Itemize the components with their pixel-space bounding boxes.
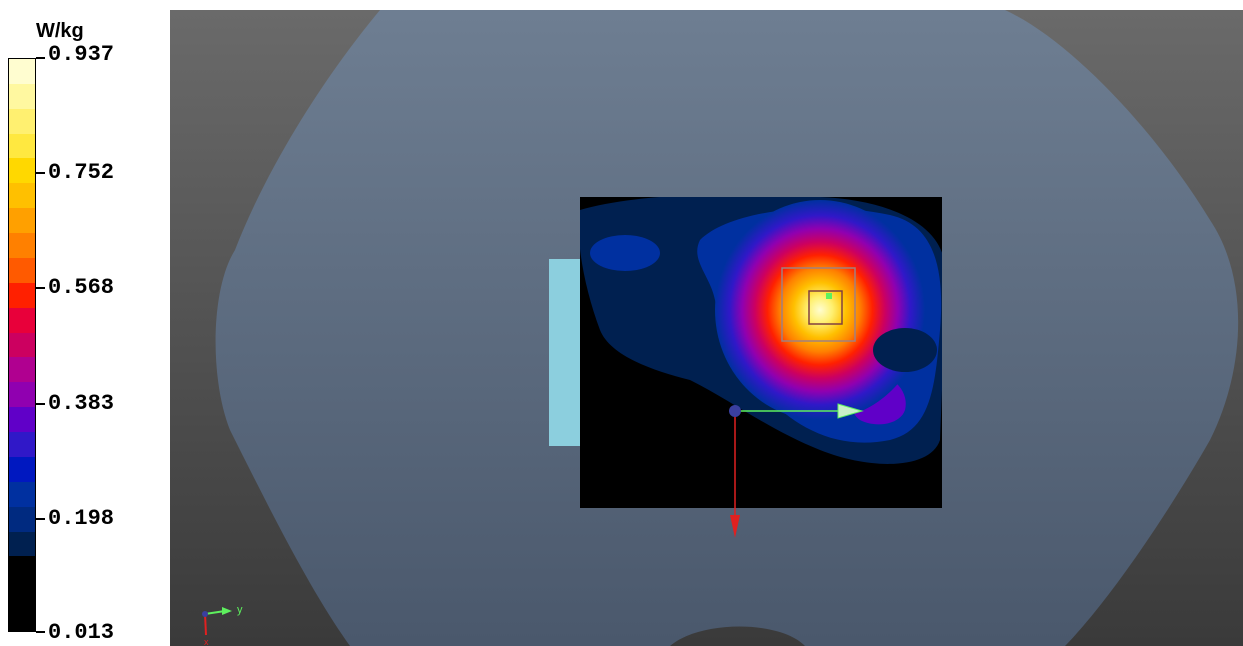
- gizmo-x-label: x: [204, 637, 209, 646]
- legend-tick-mark: [36, 631, 45, 633]
- sar-left-blob: [590, 235, 660, 271]
- red-axis-arrowhead: [730, 515, 740, 538]
- legend-unit-label: W/kg: [36, 20, 84, 42]
- legend-color-bar: [8, 58, 36, 632]
- sar-cavity: [873, 328, 937, 372]
- evaluation-cube-inner: [808, 290, 843, 325]
- legend-swatch: [9, 59, 35, 85]
- legend-tick-mark: [36, 403, 45, 405]
- legend-swatch: [9, 108, 35, 135]
- legend-tick-label: 0.752: [48, 160, 115, 185]
- legend-tick-label: 0.568: [48, 275, 115, 300]
- legend-tick-mark: [36, 287, 45, 289]
- peak-marker: [826, 293, 832, 299]
- legend-swatch: [9, 332, 35, 358]
- legend-tick-label: 0.937: [48, 42, 115, 67]
- legend-swatch: [9, 357, 35, 383]
- legend-swatch: [9, 307, 35, 334]
- 3d-viewport[interactable]: y x: [170, 10, 1243, 646]
- legend-swatch: [9, 183, 35, 209]
- gizmo-y-label: y: [237, 604, 243, 616]
- side-block: [549, 259, 580, 446]
- legend-swatch: [9, 133, 35, 159]
- legend-swatch: [9, 257, 35, 284]
- legend-swatch: [9, 407, 35, 433]
- legend-swatch: [9, 556, 35, 582]
- green-axis-arrowhead: [837, 403, 864, 419]
- orientation-gizmo: y x: [202, 604, 243, 646]
- evaluation-cube-outer: [781, 267, 856, 342]
- legend-swatch: [9, 531, 35, 557]
- legend-tick-label: 0.013: [48, 620, 115, 645]
- legend-swatch: [9, 282, 35, 309]
- scene-canvas: y x: [202, 10, 1239, 646]
- sar-hotspot: [715, 200, 925, 420]
- legend-swatch: [9, 83, 35, 110]
- legend-swatch: [9, 432, 35, 458]
- legend-swatch: [9, 208, 35, 234]
- legend-swatch: [9, 606, 35, 632]
- legend-swatch: [9, 233, 35, 259]
- legend-swatch: [9, 506, 35, 532]
- axis-origin: [729, 405, 741, 417]
- legend-tick-label: 0.383: [48, 391, 115, 416]
- legend-swatch: [9, 581, 35, 607]
- color-legend: W/kg 0.937 0.752 0.568 0.383 0.198 0.013: [0, 0, 170, 646]
- legend-swatch: [9, 382, 35, 408]
- legend-swatch: [9, 481, 35, 508]
- legend-tick-mark: [36, 172, 45, 174]
- legend-swatch: [9, 158, 35, 184]
- legend-tick-mark: [36, 57, 45, 59]
- legend-tick-label: 0.198: [48, 506, 115, 531]
- legend-swatch: [9, 456, 35, 483]
- legend-tick-mark: [36, 518, 45, 520]
